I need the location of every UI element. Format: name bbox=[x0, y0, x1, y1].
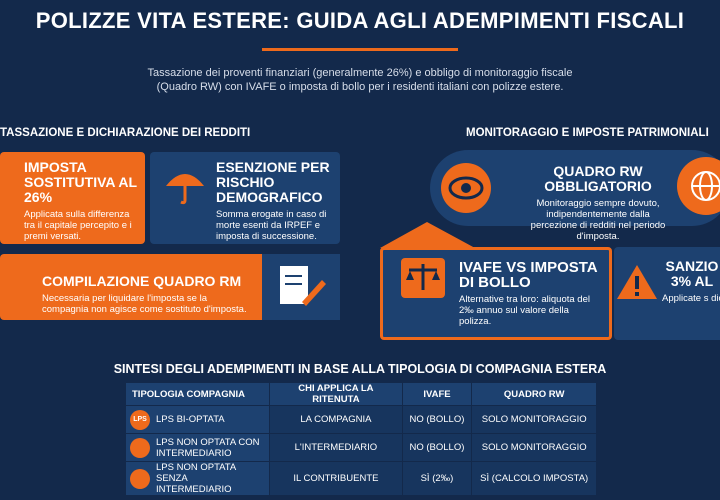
cell-text: L'INTERMEDIARIO bbox=[294, 442, 378, 453]
card-title: IMPOSTA SOSTITUTIVA AL 26% bbox=[24, 159, 137, 205]
cell-text: SOLO MONITORAGGIO bbox=[481, 414, 587, 425]
table-cell: IL CONTRIBUENTE bbox=[269, 461, 403, 496]
card-text: Somma erogate in caso di morte esenti da… bbox=[216, 209, 327, 242]
card-text: Alternative tra loro: aliquota del 2‰ an… bbox=[459, 294, 590, 327]
cell-content: LPS LPS BI-OPTATA bbox=[130, 409, 263, 430]
cell-content: LPS NON OPTATA CON INTERMEDIARIO bbox=[130, 437, 263, 459]
table-row: LPS NON OPTATA SENZA INTERMEDIARIO IL CON… bbox=[124, 461, 597, 496]
section-heading: MONITORAGGIO E IMPOSTE PATRIMONIALI bbox=[466, 127, 709, 139]
table-body: LPS LPS BI-OPTATA LA COMPAGNIA NO (BOLLO) SO… bbox=[124, 405, 597, 496]
umbrella-icon bbox=[166, 174, 204, 205]
card-text: Applicate s dichiarato per o compilazion… bbox=[662, 293, 720, 304]
column-header: QUADRO RW bbox=[471, 382, 597, 406]
badge bbox=[130, 468, 150, 489]
roof bbox=[380, 222, 475, 248]
card-title: QUADRO RW OBBLIGATORIO bbox=[544, 163, 652, 194]
cell-text: LA COMPAGNIA bbox=[300, 414, 372, 425]
card-title: COMPILAZIONE QUADRO RM bbox=[42, 273, 242, 289]
table-title: SINTESI DEGLI ADEMPIMENTI IN BASE ALLA T… bbox=[113, 362, 607, 376]
table-cell: SÌ (CALCOLO IMPOSTA) bbox=[471, 461, 597, 496]
cell-text: LPS NON OPTATA SENZA INTERMEDIARIO bbox=[156, 462, 236, 495]
card-text: Applicata sulla differenza tra il capita… bbox=[24, 209, 132, 242]
table-cell: LA COMPAGNIA bbox=[269, 405, 403, 434]
table-cell: LPS NON OPTATA SENZA INTERMEDIARIO bbox=[124, 461, 271, 496]
table-cell: NO (BOLLO) bbox=[401, 433, 473, 462]
table-row: LPS LPS BI-OPTATA LA COMPAGNIA NO (BOLLO) SO… bbox=[124, 405, 597, 434]
summary-table: TIPOLOGIA COMPAGNIA CHI APPLICA LA RITENU… bbox=[124, 382, 597, 496]
globe-icon bbox=[677, 157, 720, 215]
cell-text: SÌ (CALCOLO IMPOSTA) bbox=[480, 473, 589, 484]
cell-content: LPS NON OPTATA SENZA INTERMEDIARIO bbox=[130, 462, 263, 495]
card: IVAFE VS IMPOSTA DI BOLLO Alternative tr… bbox=[380, 247, 612, 340]
card: ESENZIONE PER RISCHIO DEMOGRAFICO Somma … bbox=[150, 152, 340, 244]
card-text: Necessaria per liquidare l'imposta se la… bbox=[42, 293, 247, 315]
title: POLIZZE VITA ESTERE: GUIDA AGLI ADEMPIME… bbox=[35, 8, 685, 33]
cell-text: NO (BOLLO) bbox=[409, 442, 465, 453]
title-underline bbox=[262, 48, 458, 51]
badge: LPS bbox=[130, 409, 150, 430]
table-cell: LPS NON OPTATA CON INTERMEDIARIO bbox=[124, 433, 271, 462]
column-header: TIPOLOGIA COMPAGNIA bbox=[124, 382, 271, 406]
table-cell: SOLO MONITORAGGIO bbox=[471, 433, 597, 462]
column-header: CHI APPLICA LA RITENUTA bbox=[269, 382, 403, 406]
table-cell: LPS LPS BI-OPTATA bbox=[124, 405, 271, 434]
eye-icon bbox=[441, 163, 491, 213]
cell-text: SÌ (2‰) bbox=[420, 473, 454, 484]
table-header: TIPOLOGIA COMPAGNIA CHI APPLICA LA RITENU… bbox=[124, 382, 597, 406]
card-title: SANZIO 3% AL bbox=[665, 259, 719, 289]
card: QUADRO RW OBBLIGATORIO Monitoraggio semp… bbox=[430, 150, 720, 242]
scale-icon bbox=[401, 258, 445, 298]
card-title: ESENZIONE PER RISCHIO DEMOGRAFICO bbox=[216, 159, 330, 205]
card: SANZIO 3% AL Applicate s dichiarato per … bbox=[614, 247, 720, 340]
section-heading: TASSAZIONE E DICHIARAZIONE DEI REDDITI bbox=[0, 127, 251, 139]
cell-text: LPS BI-OPTATA bbox=[156, 414, 225, 425]
icon-panel bbox=[262, 254, 340, 320]
cell-text: SOLO MONITORAGGIO bbox=[481, 442, 587, 453]
table-cell: L'INTERMEDIARIO bbox=[269, 433, 403, 462]
card-text: Monitoraggio sempre dovuto, indipendente… bbox=[530, 198, 666, 242]
table-cell: SÌ (2‰) bbox=[401, 461, 473, 496]
cell-text: NO (BOLLO) bbox=[409, 414, 465, 425]
table-cell: NO (BOLLO) bbox=[401, 405, 473, 434]
cell-text: LPS NON OPTATA CON INTERMEDIARIO bbox=[156, 436, 260, 459]
table-row: LPS NON OPTATA CON INTERMEDIARIO L'INTERM… bbox=[124, 433, 597, 462]
table-cell: SOLO MONITORAGGIO bbox=[471, 405, 597, 434]
warning-icon bbox=[617, 265, 657, 299]
card: COMPILAZIONE QUADRO RM Necessaria per li… bbox=[0, 254, 340, 320]
card: IMPOSTA SOSTITUTIVA AL 26% Applicata sul… bbox=[0, 152, 145, 244]
card-title: IVAFE VS IMPOSTA DI BOLLO bbox=[459, 259, 598, 291]
document-icon bbox=[280, 266, 326, 306]
cell-text: IL CONTRIBUENTE bbox=[293, 473, 379, 484]
column-header: IVAFE bbox=[401, 382, 473, 406]
badge bbox=[130, 437, 150, 458]
subtitle: Tassazione dei proventi finanziari (gene… bbox=[147, 67, 573, 93]
